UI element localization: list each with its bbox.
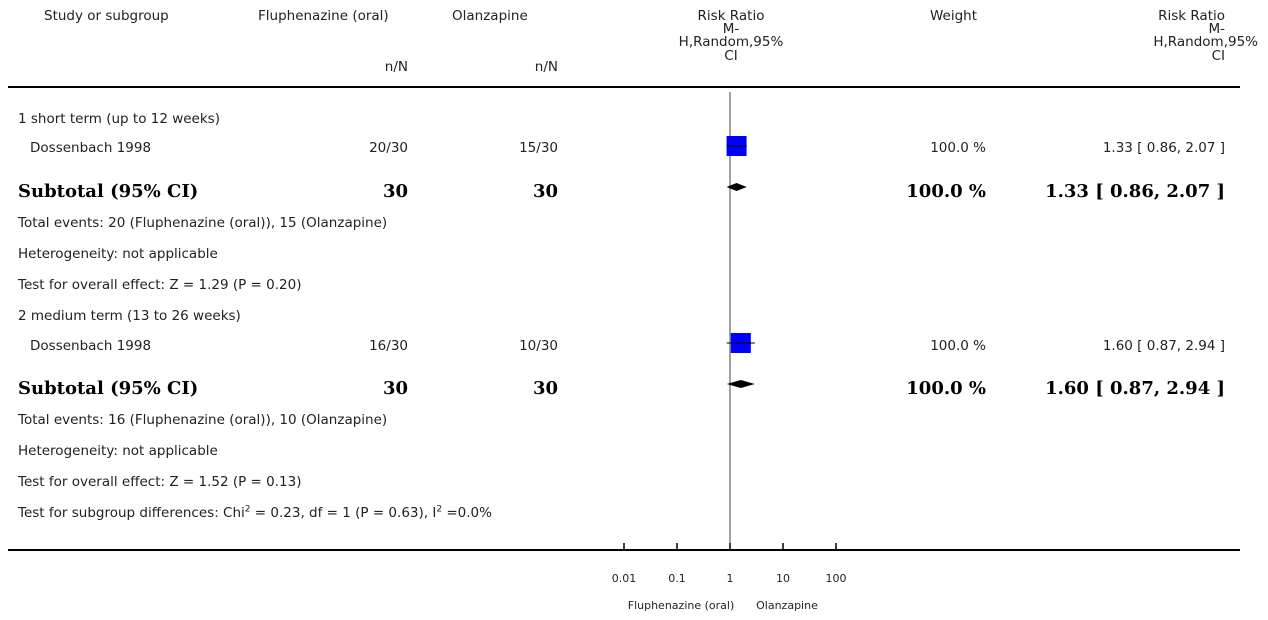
subgroup-1-events: Total events: 20 (Fluphenazine (oral)), … [18, 215, 388, 231]
axis-tick-label: 100 [826, 572, 847, 585]
header-n1: n/N [384, 59, 408, 75]
subtotal-2-weight: 100.0 % [906, 378, 986, 399]
study-row-1-name: Dossenbach 1998 [30, 140, 152, 156]
header-weight: Weight [930, 8, 978, 24]
favours-right-label: Olanzapine [756, 599, 818, 612]
subgroup-2-overall: Test for overall effect: Z = 1.52 (P = 0… [18, 474, 302, 490]
header-group1: Fluphenazine (oral) [258, 8, 389, 24]
header-rr-plot-sub2: H,Random,95% [678, 34, 784, 50]
subtotal-2-rr: 1.60 [ 0.87, 2.94 ] [1045, 378, 1225, 399]
subgroup-1-overall: Test for overall effect: Z = 1.29 (P = 0… [18, 277, 302, 293]
subtotal-1-rr: 1.33 [ 0.86, 2.07 ] [1045, 181, 1225, 202]
study-row-2-name: Dossenbach 1998 [30, 338, 152, 354]
subtotal-diamond [726, 380, 755, 388]
subgroup-1-title: 1 short term (up to 12 weeks) [18, 111, 220, 127]
subtotal-1-n2: 30 [532, 181, 558, 202]
header-rr-text-sub2: H,Random,95% [1153, 34, 1258, 50]
header-n2: n/N [534, 59, 558, 75]
header-rr-plot-sub1: M- [722, 21, 740, 37]
axis-tick-label: 0.01 [612, 572, 637, 585]
study-row-1-weight: 100.0 % [930, 140, 986, 156]
header-rr-plot-sub3: CI [724, 48, 738, 64]
study-row-2-n2: 10/30 [519, 338, 558, 354]
header-study: Study or subgroup [44, 8, 169, 24]
study-row-1-n2: 15/30 [519, 140, 558, 156]
header-group2: Olanzapine [452, 8, 528, 24]
header-rr-text-sub1: M- [1208, 21, 1225, 37]
axis-tick-label: 0.1 [668, 572, 686, 585]
subtotal-diamond [726, 183, 747, 191]
study-row-2-n1: 16/30 [369, 338, 408, 354]
subgroup-2-events: Total events: 16 (Fluphenazine (oral)), … [18, 412, 388, 428]
study-row-1-n1: 20/30 [369, 140, 408, 156]
study-row-1-rr: 1.33 [ 0.86, 2.07 ] [1102, 140, 1225, 156]
subtotal-1-n1: 30 [382, 181, 408, 202]
subtotal-1-weight: 100.0 % [906, 181, 986, 202]
subtotal-2-n1: 30 [382, 378, 408, 399]
header-rr-text-sub3: CI [1211, 48, 1225, 64]
header-rr-text: Risk Ratio [1158, 8, 1225, 24]
subgroup-2-heterogeneity: Heterogeneity: not applicable [18, 443, 218, 459]
study-row-2-weight: 100.0 % [930, 338, 986, 354]
subgroup-2-title: 2 medium term (13 to 26 weeks) [18, 308, 241, 324]
axis-tick-label: 1 [727, 572, 734, 585]
subgroup-1-heterogeneity: Heterogeneity: not applicable [18, 246, 218, 262]
subgroup-differences: Test for subgroup differences: Chi2 = 0.… [18, 504, 492, 521]
axis-tick-label: 10 [776, 572, 790, 585]
subtotal-1-label: Subtotal (95% CI) [18, 181, 199, 202]
footer-rule [8, 549, 1240, 551]
header-rule [8, 86, 1240, 88]
subtotal-2-label: Subtotal (95% CI) [18, 378, 199, 399]
subtotal-2-n2: 30 [532, 378, 558, 399]
favours-left-label: Fluphenazine (oral) [628, 599, 735, 612]
study-row-2-rr: 1.60 [ 0.87, 2.94 ] [1102, 338, 1225, 354]
header-rr-plot: Risk Ratio [697, 8, 765, 24]
